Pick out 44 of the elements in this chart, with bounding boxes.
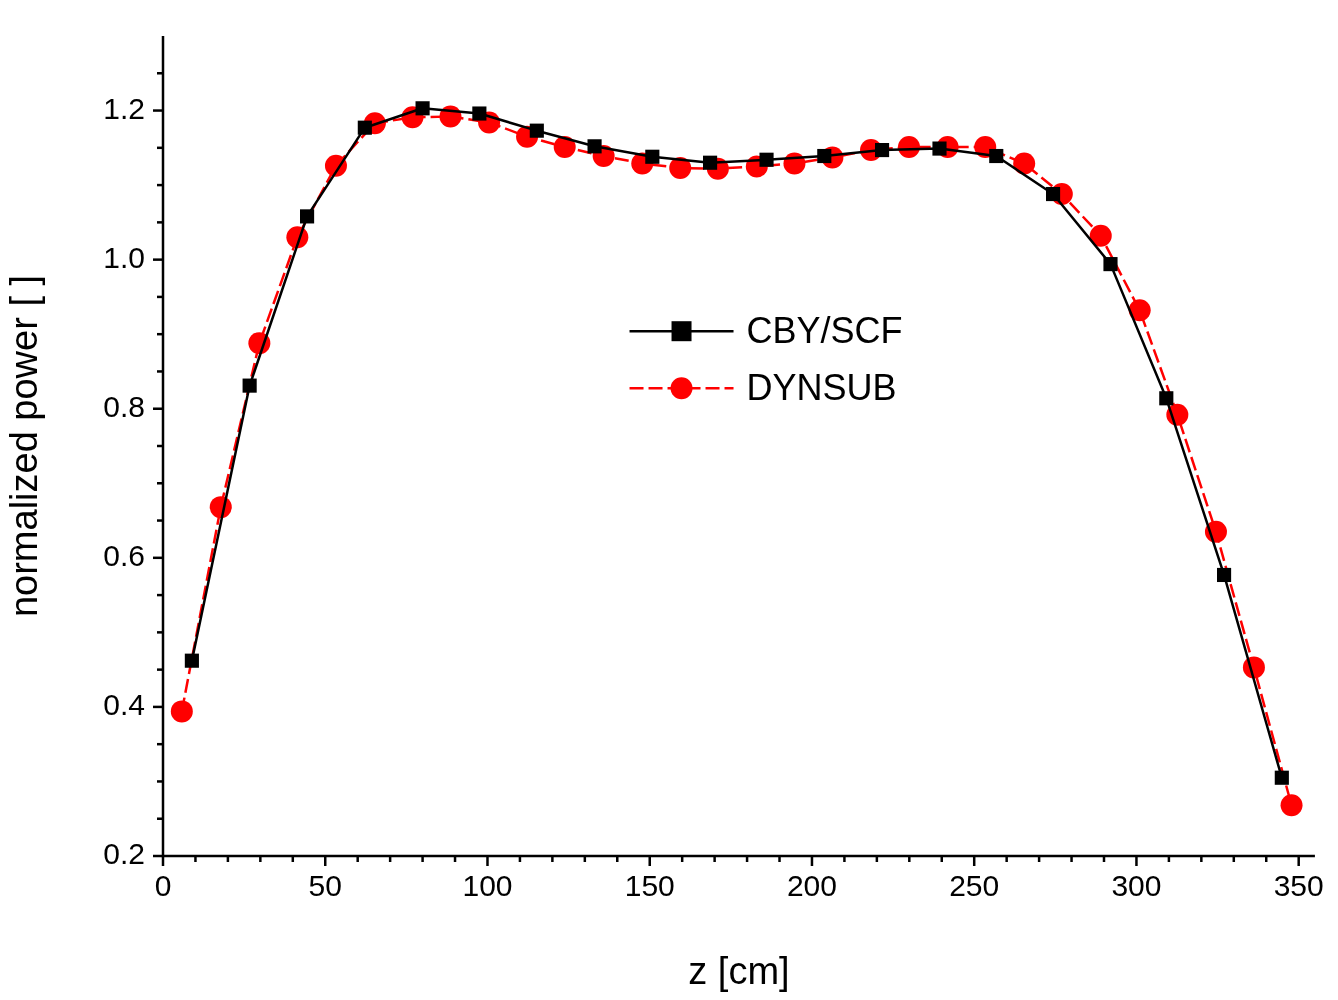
point (415, 101, 430, 116)
point (1274, 770, 1289, 785)
point (184, 653, 199, 668)
x-axis-title: z [cm] (688, 949, 790, 992)
point (170, 700, 193, 723)
point (1089, 224, 1112, 247)
point (1128, 299, 1151, 322)
point (1045, 186, 1061, 202)
y-axis-title: normalized power [ ] (3, 274, 46, 618)
y-tick-label: 0.2 (103, 837, 145, 871)
point (242, 378, 257, 393)
x-tick-label: 300 (1111, 869, 1162, 903)
legend-label: DYNSUB (746, 367, 897, 409)
y-tick-label: 0.6 (103, 539, 145, 573)
point (553, 136, 576, 159)
point (1216, 567, 1232, 583)
point (357, 120, 372, 135)
point (1103, 257, 1118, 272)
point (989, 148, 1004, 164)
point (300, 209, 315, 224)
point (669, 156, 692, 179)
point (1159, 391, 1174, 406)
point (874, 142, 890, 158)
y-tick-label: 0.4 (103, 688, 145, 722)
x-tick-label: 0 (154, 869, 172, 903)
point (529, 123, 544, 138)
x-tick-label: 200 (786, 869, 837, 903)
x-tick-label: 100 (462, 869, 513, 903)
y-tick-label: 1.2 (103, 91, 145, 125)
x-tick-label: 150 (624, 869, 675, 903)
y-tick-label: 0.8 (103, 389, 145, 423)
y-tick-label: 1.0 (103, 240, 145, 274)
x-tick-label: 250 (949, 869, 1000, 903)
point (645, 149, 660, 164)
point (817, 148, 832, 164)
point (759, 152, 774, 167)
point (587, 139, 602, 154)
x-tick-label: 350 (1273, 869, 1324, 903)
point (1013, 152, 1036, 175)
legend-label: CBY/SCF (746, 310, 903, 352)
point (1280, 794, 1303, 817)
x-tick-label: 50 (308, 869, 342, 903)
point (932, 141, 947, 156)
point (472, 106, 487, 121)
